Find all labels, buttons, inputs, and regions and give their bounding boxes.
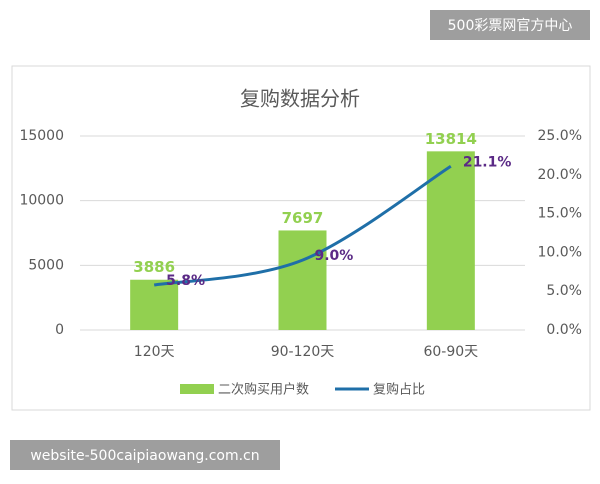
line-value-label: 5.8%	[166, 273, 205, 289]
watermark-bottom-box	[10, 440, 280, 470]
watermark-bottom: website-500caipiaowang.com.cn	[30, 448, 259, 464]
y2-tick-label: 15.0%	[538, 206, 582, 222]
x-tick-label: 90-120天	[271, 344, 335, 360]
bar	[130, 279, 179, 330]
y-tick-label: 5000	[28, 257, 64, 273]
legend-swatch	[180, 384, 214, 394]
y-tick-label: 0	[55, 322, 64, 338]
watermark-top: 500彩票网官方中心	[448, 18, 573, 34]
line-value-label: 21.1%	[463, 154, 512, 170]
y-tick-label: 15000	[19, 128, 64, 144]
bar-value-label: 13814	[425, 130, 477, 148]
watermark-top-box	[430, 10, 590, 40]
line	[153, 164, 452, 287]
y2-tick-label: 25.0%	[538, 128, 582, 144]
chart-title: 复购数据分析	[240, 87, 360, 111]
line-value-label: 9.0%	[315, 248, 354, 264]
y-tick-label: 10000	[19, 193, 64, 209]
x-tick-label: 60-90天	[423, 344, 478, 360]
bar	[426, 151, 475, 330]
y2-tick-label: 0.0%	[546, 322, 582, 338]
bar-value-label: 3886	[133, 258, 175, 276]
y2-tick-label: 5.0%	[546, 283, 582, 299]
y2-tick-label: 20.0%	[538, 167, 582, 183]
legend-label: 二次购买用户数	[218, 382, 309, 398]
bar-value-label: 7697	[282, 209, 324, 227]
bar	[278, 230, 327, 330]
x-tick-label: 120天	[134, 344, 175, 360]
legend-label: 复购占比	[373, 382, 425, 398]
y2-tick-label: 10.0%	[538, 244, 582, 260]
